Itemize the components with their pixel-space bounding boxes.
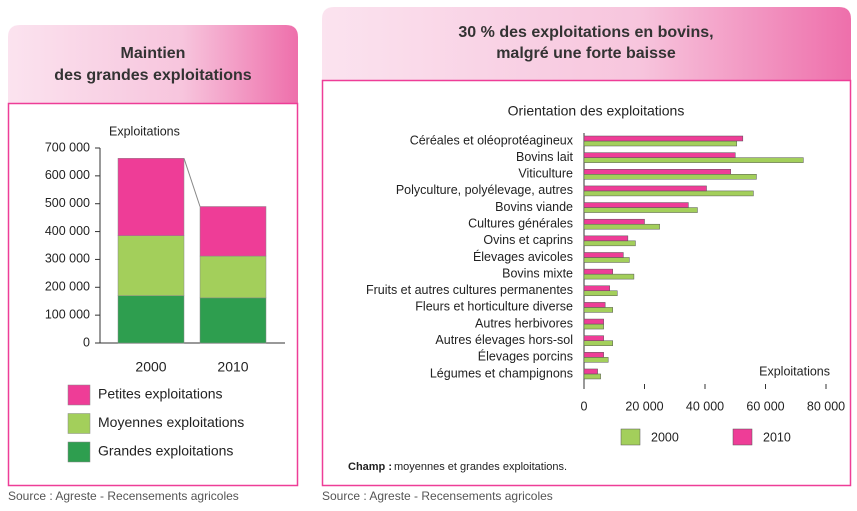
bar (583, 218, 645, 225)
bar-segment (117, 295, 185, 344)
category-label: Bovins lait (516, 150, 573, 164)
bar (583, 285, 610, 292)
bar (583, 190, 754, 197)
legend-label: Grandes exploitations (98, 443, 233, 459)
legend-swatch (67, 384, 91, 406)
legend-swatch (67, 413, 91, 434)
x-tick-label: 60 000 (746, 399, 784, 413)
bar (583, 323, 604, 330)
note: moyennes et grandes exploitations. (394, 461, 567, 473)
bar (583, 235, 629, 242)
category-label: Fruits et autres cultures permanentes (366, 283, 573, 297)
bar (583, 240, 636, 247)
source: Source : Agreste - Recensements agricole… (322, 489, 553, 503)
category-label: Ovins et caprins (483, 233, 573, 247)
axis-label: Exploitations (109, 124, 180, 138)
legend-label: Petites exploitations (98, 386, 223, 402)
bar (583, 302, 606, 308)
bar (583, 174, 757, 180)
bar (583, 368, 598, 375)
category-label: Élevages avicoles (473, 249, 573, 264)
category-label: Autres herbivores (475, 316, 573, 330)
y-tick-label: 0 (83, 335, 90, 349)
panel-frame (321, 79, 852, 487)
bar (583, 335, 604, 341)
x-tick-label: 2000 (135, 359, 166, 375)
x-tick-label: 0 (581, 399, 588, 413)
bar (583, 135, 744, 142)
bar (583, 207, 698, 213)
chart-title: 30 % des exploitations en bovins, (458, 24, 713, 41)
bar (583, 373, 601, 380)
bar (583, 185, 707, 192)
bar (583, 273, 635, 280)
y-tick-label: 700 000 (45, 140, 90, 154)
bar (583, 340, 613, 346)
bar (583, 169, 731, 175)
x-tick-label: 2010 (217, 359, 248, 375)
bar (583, 357, 609, 363)
note-label: Champ : (348, 461, 392, 473)
bar (583, 352, 604, 358)
legend-label: 2000 (651, 430, 679, 444)
bar-segment (117, 158, 185, 236)
chart-title: malgré une forte baisse (496, 45, 676, 62)
bar (583, 140, 738, 147)
x-tick-label: 80 000 (807, 399, 845, 413)
bar (583, 268, 613, 275)
category-label: Légumes et champignons (430, 366, 573, 380)
y-tick-label: 300 000 (45, 252, 90, 266)
y-tick-label: 100 000 (45, 307, 90, 321)
x-tick-label: 20 000 (625, 399, 663, 413)
bar (583, 307, 613, 313)
x-tick-label: 40 000 (686, 399, 724, 413)
category-label: Cultures générales (468, 216, 573, 230)
y-tick-label: 600 000 (45, 168, 90, 182)
bar (583, 252, 624, 258)
bar (583, 152, 736, 158)
category-label: Céréales et oléoprotéagineux (410, 133, 574, 147)
category-label: Élevages porcins (478, 349, 573, 364)
bar (583, 290, 618, 297)
axis-label: Exploitations (759, 364, 830, 378)
chart-title: Maintien (121, 45, 186, 62)
bar (583, 157, 804, 163)
category-label: Bovins viande (495, 200, 573, 214)
bar (583, 318, 604, 325)
legend-label: 2010 (763, 430, 791, 444)
category-label: Fleurs et horticulture diverse (415, 300, 573, 314)
panel-header (8, 25, 298, 103)
source: Source : Agreste - Recensements agricole… (8, 489, 239, 503)
chart-title: des grandes exploitations (54, 67, 251, 84)
bar (583, 202, 689, 208)
y-tick-label: 200 000 (45, 280, 90, 294)
y-tick-label: 500 000 (45, 196, 90, 210)
legend-swatch (620, 428, 641, 446)
legend-label: Moyennes exploitations (98, 414, 244, 430)
bar (583, 257, 630, 263)
bar-segment (199, 206, 267, 257)
category-label: Bovins mixte (502, 266, 573, 280)
category-label: Autres élevages hors-sol (435, 333, 573, 347)
chart-subtitle: Orientation des exploitations (508, 103, 685, 119)
y-tick-label: 400 000 (45, 224, 90, 238)
panel-header (322, 7, 851, 80)
connector-line (183, 158, 201, 207)
bar-segment (199, 255, 267, 299)
category-label: Polyculture, polyélevage, autres (396, 183, 573, 197)
legend-swatch (732, 428, 753, 446)
bar-segment (199, 297, 267, 344)
legend-swatch (67, 441, 91, 463)
category-label: Viticulture (518, 167, 573, 181)
bar (583, 223, 660, 230)
bar-segment (117, 235, 185, 296)
